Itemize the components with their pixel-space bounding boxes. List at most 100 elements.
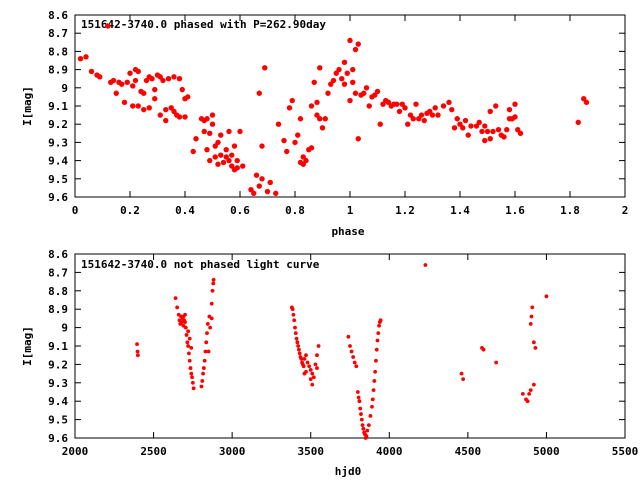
- data-point: [105, 23, 111, 29]
- data-point: [237, 128, 243, 135]
- data-point: [209, 301, 214, 306]
- data-point: [199, 384, 204, 389]
- data-point: [310, 371, 315, 376]
- data-point: [201, 371, 205, 376]
- y-tick-label: 9.5: [48, 414, 68, 427]
- data-point: [528, 388, 533, 393]
- y-tick-label: 8.7: [48, 266, 68, 279]
- data-point: [575, 119, 581, 126]
- data-point: [215, 161, 221, 167]
- data-point: [135, 68, 141, 75]
- data-point: [356, 395, 361, 400]
- data-point: [418, 112, 425, 118]
- x-axis-label: hjd0: [335, 465, 362, 478]
- y-tick-label: 9: [61, 322, 68, 335]
- data-point: [531, 340, 536, 345]
- data-point: [183, 325, 188, 330]
- data-point: [405, 121, 411, 127]
- data-point: [163, 117, 169, 124]
- data-point: [176, 114, 183, 120]
- data-point: [366, 103, 372, 109]
- data-point: [292, 318, 297, 323]
- data-point: [205, 322, 210, 326]
- data-point: [305, 360, 310, 365]
- data-point: [520, 391, 525, 396]
- data-point: [211, 277, 216, 282]
- data-point: [259, 143, 265, 149]
- data-point: [530, 305, 535, 310]
- data-point: [317, 116, 323, 122]
- data-point: [377, 323, 381, 328]
- data-point: [421, 117, 427, 124]
- y-tick-label: 8.6: [48, 248, 68, 261]
- data-point: [307, 364, 312, 369]
- data-point: [220, 159, 227, 166]
- data-point: [135, 103, 141, 109]
- data-point: [231, 143, 238, 149]
- data-point: [440, 103, 447, 109]
- unphased-light-curve-panel: 151642-3740.0 not phased light curve hjd…: [21, 248, 638, 478]
- x-tick-label: 1.8: [560, 204, 580, 217]
- data-point: [204, 146, 210, 153]
- data-point: [218, 132, 224, 138]
- data-point: [207, 130, 213, 136]
- x-tick-label: 1.2: [395, 204, 415, 217]
- y-ticks: 8.6 8.7 8.8 8.9 9 9.1 9.2 9.3 9.4 9.5 9.6: [48, 248, 625, 445]
- data-point: [141, 106, 147, 113]
- x-tick-label: 0.6: [230, 204, 250, 217]
- x-tick-label: 2500: [140, 445, 167, 458]
- data-point: [201, 128, 207, 135]
- data-point: [517, 130, 524, 136]
- data-point: [349, 349, 354, 354]
- data-point: [359, 417, 364, 422]
- x-tick-label: 1: [347, 204, 354, 217]
- data-point: [462, 117, 469, 124]
- data-point: [512, 101, 518, 107]
- x-tick-label: 2: [622, 204, 629, 217]
- data-point: [465, 132, 471, 138]
- data-point: [302, 356, 307, 361]
- data-point: [234, 157, 240, 164]
- data-point: [525, 399, 530, 404]
- data-point: [322, 116, 328, 122]
- data-point: [256, 90, 262, 96]
- data-point: [482, 137, 488, 144]
- data-point: [185, 340, 190, 345]
- data-point: [378, 318, 383, 323]
- data-point: [209, 112, 216, 118]
- data-point: [193, 136, 199, 142]
- data-point: [347, 37, 353, 44]
- data-point: [297, 116, 304, 122]
- data-point: [354, 364, 359, 369]
- data-point: [347, 97, 353, 104]
- data-point: [206, 349, 211, 354]
- data-point: [461, 377, 466, 382]
- data-point: [97, 74, 103, 80]
- data-point: [364, 434, 369, 439]
- data-point: [190, 375, 194, 380]
- data-point: [361, 426, 366, 431]
- y-tick-label: 9.2: [48, 118, 68, 131]
- data-point: [293, 331, 298, 336]
- data-point: [544, 294, 549, 299]
- data-point: [355, 41, 361, 47]
- data-point: [528, 322, 533, 326]
- data-point: [297, 347, 301, 352]
- data-point: [186, 344, 191, 348]
- data-point: [229, 152, 235, 158]
- x-tick-label: 1.6: [505, 204, 525, 217]
- data-point: [394, 101, 400, 107]
- data-point: [251, 190, 257, 197]
- data-point: [313, 362, 318, 367]
- data-point: [374, 347, 379, 352]
- data-point: [226, 157, 232, 164]
- data-point: [459, 371, 464, 376]
- data-point: [175, 305, 180, 310]
- data-point: [336, 66, 342, 73]
- data-point: [223, 146, 229, 153]
- data-point: [355, 390, 360, 394]
- data-point: [204, 340, 209, 345]
- data-point: [186, 329, 191, 334]
- x-tick-label: 2000: [62, 445, 89, 458]
- data-point: [319, 125, 326, 131]
